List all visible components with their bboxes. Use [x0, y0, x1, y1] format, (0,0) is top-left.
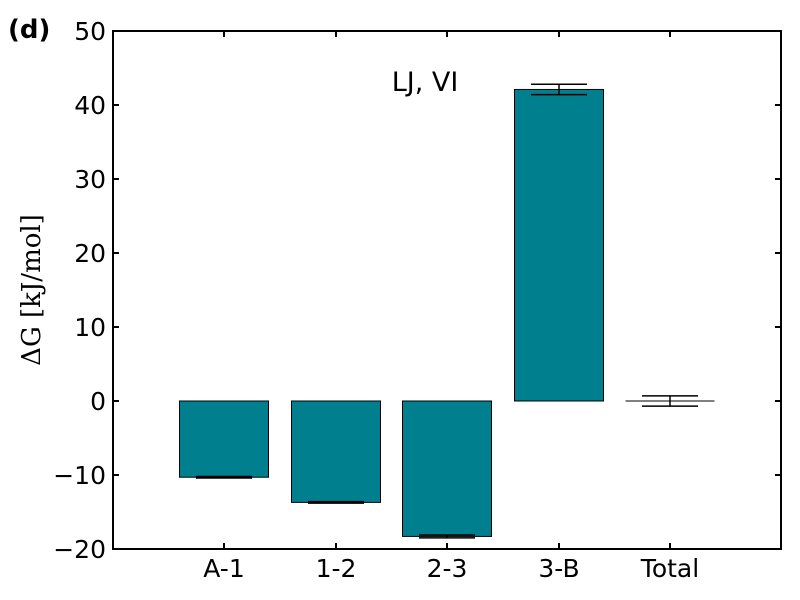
- y-tick-label: 10: [74, 313, 106, 342]
- y-tick-label: 50: [74, 17, 106, 46]
- error-bar-2-3: [419, 534, 475, 539]
- error-bar-a-1: [196, 475, 252, 479]
- x-tick-label-a-1: A-1: [203, 554, 244, 583]
- bar-1-2: [291, 400, 381, 503]
- y-tick-label: 20: [74, 239, 106, 268]
- x-tick-label-3-b: 3-B: [538, 554, 579, 583]
- bar-2-3: [402, 400, 492, 537]
- y-tick-label: −10: [53, 461, 106, 490]
- panel-label: (d): [8, 15, 50, 45]
- y-axis-label: ΔG [kJ/mol]: [17, 214, 47, 366]
- bar-3-b: [514, 88, 604, 402]
- y-tick-label: 30: [74, 165, 106, 194]
- y-tick-label: −20: [53, 535, 106, 564]
- bars-group: [179, 88, 715, 537]
- x-tick-label-2-3: 2-3: [427, 554, 468, 583]
- error-bars-group: [196, 83, 698, 539]
- annotation-text: LJ, VI: [392, 67, 459, 98]
- x-tick-labels: A-1 1-2 2-3 3-B Total: [203, 554, 699, 583]
- y-tick-label: 40: [74, 91, 106, 120]
- error-bar-total: [642, 395, 698, 407]
- y-tick-label: 0: [90, 387, 106, 416]
- plot-frame: [112, 30, 782, 550]
- error-bar-3-b: [531, 83, 587, 96]
- bar-a-1: [179, 400, 269, 478]
- x-tick-label-total: Total: [640, 554, 699, 583]
- y-tick-labels: 50 40 30 20 10 0 −10 −20: [53, 17, 106, 564]
- error-bar-1-2: [308, 500, 364, 504]
- x-tick-label-1-2: 1-2: [316, 554, 357, 583]
